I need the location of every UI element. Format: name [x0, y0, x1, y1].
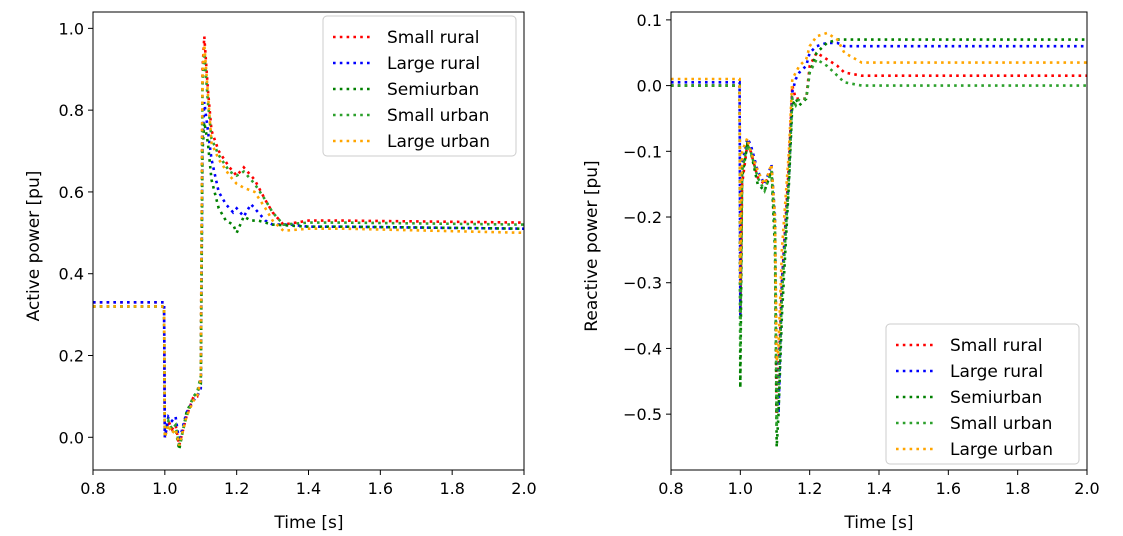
reactive-power-x-tick-label: 1.4 — [866, 479, 891, 498]
reactive-power-x-tick-label: 1.8 — [1005, 479, 1030, 498]
active-power-y-tick-label: 0.0 — [59, 428, 84, 447]
reactive-power-legend-label: Small rural — [950, 336, 1043, 356]
reactive-power-y-tick-label: −0.3 — [623, 274, 662, 293]
reactive-power-y-tick-label: −0.1 — [623, 142, 662, 161]
reactive-power-x-tick-label: 2.0 — [1074, 479, 1099, 498]
active-power-x-tick-label: 1.4 — [296, 479, 321, 498]
active-power-x-tick-label: 1.2 — [224, 479, 249, 498]
active-power-series-line-small-urban — [93, 52, 524, 446]
reactive-power-y-tick-label: 0.1 — [637, 11, 662, 30]
active-power-legend-label: Large urban — [387, 132, 490, 152]
active-power-y-tick-label: 1.0 — [59, 19, 84, 38]
active-power-series-group — [93, 36, 524, 450]
active-power-y-tick-label: 0.2 — [59, 347, 84, 366]
active-power-plot: Time [s] Active power [pu] 0.8 1.0 1.2 1.4 1… — [24, 11, 537, 533]
active-power-y-tick-label: 0.8 — [59, 101, 84, 120]
active-power-x-tick-label: 0.8 — [80, 479, 105, 498]
reactive-power-y-tick-label: −0.5 — [623, 405, 662, 424]
reactive-power-legend: Small rural Large rural Semiurban Small urb… — [885, 323, 1080, 465]
reactive-power-y-tick-label: 0.0 — [637, 77, 662, 96]
active-power-x-tick-label: 1.6 — [368, 479, 393, 498]
active-power-series-line-small-rural — [93, 36, 524, 446]
reactive-power-legend-label: Large urban — [950, 440, 1053, 460]
reactive-power-legend-label: Small urban — [950, 414, 1052, 434]
reactive-power-series-group — [671, 31, 1087, 448]
reactive-power-x-tick-label: 0.8 — [658, 479, 683, 498]
active-power-legend-label: Small rural — [387, 28, 480, 48]
active-power-series-line-large-urban — [93, 44, 524, 446]
reactive-power-y-tick-label: −0.2 — [623, 208, 662, 227]
active-power-x-tick-label: 2.0 — [511, 479, 536, 498]
active-power-x-tick-label: 1.0 — [152, 479, 177, 498]
active-power-y-tick-label: 0.6 — [59, 183, 84, 202]
active-power-series-line-semiurban — [93, 122, 524, 450]
reactive-power-y-axis-label: Reactive power [pu] — [582, 160, 602, 331]
reactive-power-series-line-semiurban — [671, 38, 1087, 448]
reactive-power-legend-box — [885, 323, 1080, 465]
reactive-power-x-axis-label: Time [s] — [843, 513, 913, 533]
active-power-y-tick-label: 0.4 — [59, 265, 84, 284]
active-power-legend-label: Semiurban — [387, 80, 479, 100]
active-power-legend-box — [322, 15, 517, 157]
active-power-x-tick-label: 1.8 — [439, 479, 464, 498]
reactive-power-plot: Time [s] Reactive power [pu] 0.8 1.0 1.2 1.… — [582, 11, 1100, 533]
active-power-y-axis-label: Active power [pu] — [24, 171, 44, 322]
reactive-power-y-tick-label: −0.4 — [623, 339, 662, 358]
reactive-power-series-line-small-urban — [671, 57, 1087, 428]
active-power-legend: Small rural Large rural Semiurban Small urb… — [322, 15, 517, 157]
reactive-power-legend-label: Large rural — [950, 362, 1043, 382]
reactive-power-x-tick-label: 1.0 — [728, 479, 753, 498]
active-power-legend-label: Large rural — [387, 54, 480, 74]
reactive-power-x-tick-label: 1.6 — [936, 479, 961, 498]
reactive-power-x-tick-label: 1.2 — [797, 479, 822, 498]
active-power-legend-label: Small urban — [387, 106, 489, 126]
active-power-x-axis-label: Time [s] — [273, 513, 343, 533]
reactive-power-legend-label: Semiurban — [950, 388, 1042, 408]
